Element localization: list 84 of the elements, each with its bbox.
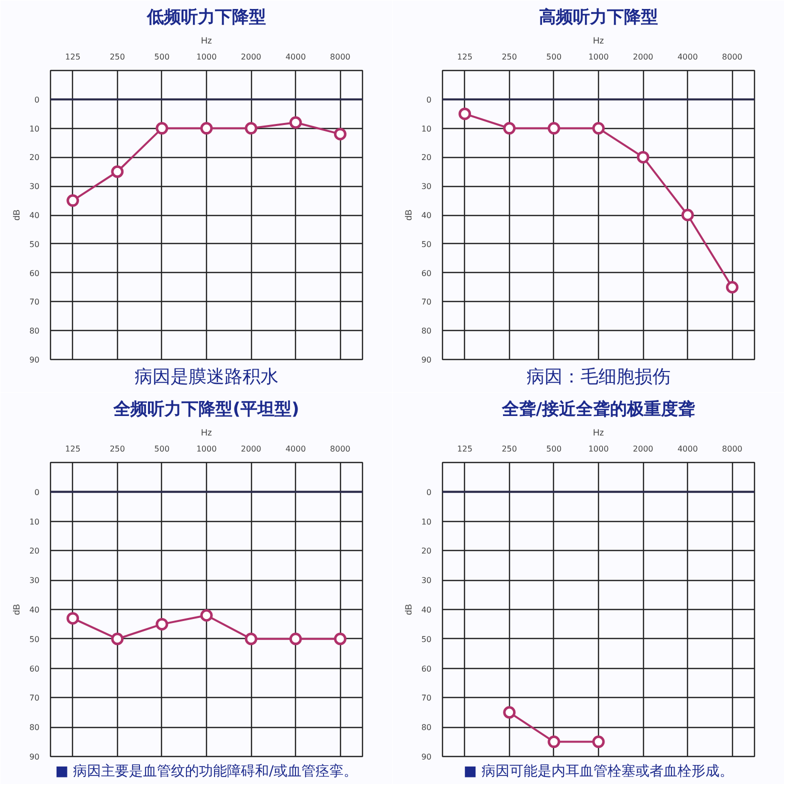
x-tick-label: 8000 xyxy=(722,444,742,454)
y-tick-label: 70 xyxy=(29,694,40,703)
chart-title: 全频听力下降型(平坦型) xyxy=(112,400,300,420)
y-tick-label: 0 xyxy=(426,95,432,104)
x-tick-label: 125 xyxy=(65,444,80,454)
x-axis-title: Hz xyxy=(201,428,212,438)
y-tick-label: 80 xyxy=(29,723,40,732)
text: ■ 病因可能是内耳血管栓塞或者血栓形成。 xyxy=(464,764,734,780)
y-tick-label: 40 xyxy=(421,606,432,614)
x-tick-label: 2000 xyxy=(632,52,654,62)
text: ■ 病因主要是血管纹的功能障碍和/或血管痉挛。 xyxy=(55,762,358,780)
x-tick-label: 125 xyxy=(65,52,80,62)
y-tick-label: 50 xyxy=(421,240,432,249)
x-tick-label: 1000 xyxy=(588,52,609,62)
y-tick-label: 50 xyxy=(421,634,432,644)
y-tick-label: 0 xyxy=(426,488,432,497)
chart-title: 全聋/接近全聋的极重度聋 xyxy=(500,400,696,420)
y-tick-label: 20 xyxy=(421,153,432,162)
x-axis-title: Hz xyxy=(201,36,212,46)
x-tick-label: 8000 xyxy=(330,52,350,62)
y-tick-label: 80 xyxy=(421,326,432,336)
chart-title: 高频听力下降型 xyxy=(539,8,658,28)
x-tick-label: 250 xyxy=(502,444,518,454)
x-tick-label: 250 xyxy=(110,52,126,62)
y-tick-label: 50 xyxy=(29,240,40,249)
y-tick-label: 0 xyxy=(34,488,40,497)
x-tick-label: 500 xyxy=(154,52,170,62)
y-tick-label: 80 xyxy=(421,723,432,732)
y-tick-label: 10 xyxy=(421,517,432,526)
y-tick-label: 90 xyxy=(29,752,40,762)
y-axis-title: dB xyxy=(11,209,22,221)
y-axis-title: dB xyxy=(403,604,414,616)
y-tick-label: 10 xyxy=(29,124,40,134)
x-tick-label: 8000 xyxy=(330,444,350,454)
x-tick-label: 125 xyxy=(457,444,472,454)
y-tick-label: 30 xyxy=(29,182,40,192)
text: 病因：毛细胞损伤 xyxy=(526,366,670,388)
x-tick-label: 4000 xyxy=(285,52,306,62)
x-tick-label: 4000 xyxy=(677,444,698,454)
x-tick-label: 500 xyxy=(546,52,562,62)
y-tick-label: 20 xyxy=(29,546,40,556)
y-tick-label: 20 xyxy=(29,153,40,162)
y-tick-label: 90 xyxy=(29,356,40,364)
y-tick-label: 60 xyxy=(421,268,432,278)
x-tick-label: 500 xyxy=(546,444,562,454)
x-tick-label: 250 xyxy=(110,444,126,454)
x-tick-label: 1000 xyxy=(196,444,217,454)
y-axis-title: dB xyxy=(11,604,22,616)
x-tick-label: 4000 xyxy=(285,444,306,454)
x-tick-label: 4000 xyxy=(677,52,698,62)
y-tick-label: 20 xyxy=(421,546,432,556)
y-tick-label: 80 xyxy=(29,326,40,336)
y-tick-label: 60 xyxy=(29,664,40,674)
y-tick-label: 30 xyxy=(421,182,432,192)
y-tick-label: 70 xyxy=(421,694,432,703)
x-tick-label: 250 xyxy=(502,52,518,62)
x-tick-label: 2000 xyxy=(632,444,654,454)
y-tick-label: 60 xyxy=(421,664,432,674)
y-axis-title: dB xyxy=(403,209,414,221)
y-tick-label: 40 xyxy=(421,211,432,220)
y-tick-label: 60 xyxy=(29,268,40,278)
y-tick-label: 10 xyxy=(421,124,432,134)
y-tick-label: 40 xyxy=(29,211,40,220)
y-tick-label: 40 xyxy=(29,606,40,614)
y-tick-label: 90 xyxy=(421,356,432,364)
x-tick-label: 125 xyxy=(457,52,472,62)
y-tick-label: 30 xyxy=(29,576,40,586)
x-tick-label: 2000 xyxy=(240,444,262,454)
x-tick-label: 1000 xyxy=(588,444,609,454)
x-tick-label: 500 xyxy=(154,444,170,454)
x-axis-title: Hz xyxy=(593,36,604,46)
y-tick-label: 70 xyxy=(29,298,40,307)
y-tick-label: 90 xyxy=(421,752,432,762)
x-tick-label: 8000 xyxy=(722,52,742,62)
y-tick-label: 50 xyxy=(29,634,40,644)
y-tick-label: 10 xyxy=(29,517,40,526)
y-tick-label: 70 xyxy=(421,298,432,307)
text: 病因是膜迷路积水 xyxy=(134,366,278,388)
chart-title: 低频听力下降型 xyxy=(146,8,266,28)
x-tick-label: 1000 xyxy=(196,52,217,62)
y-tick-label: 0 xyxy=(34,95,40,104)
x-axis-title: Hz xyxy=(593,428,604,438)
y-tick-label: 30 xyxy=(421,576,432,586)
x-tick-label: 2000 xyxy=(240,52,262,62)
